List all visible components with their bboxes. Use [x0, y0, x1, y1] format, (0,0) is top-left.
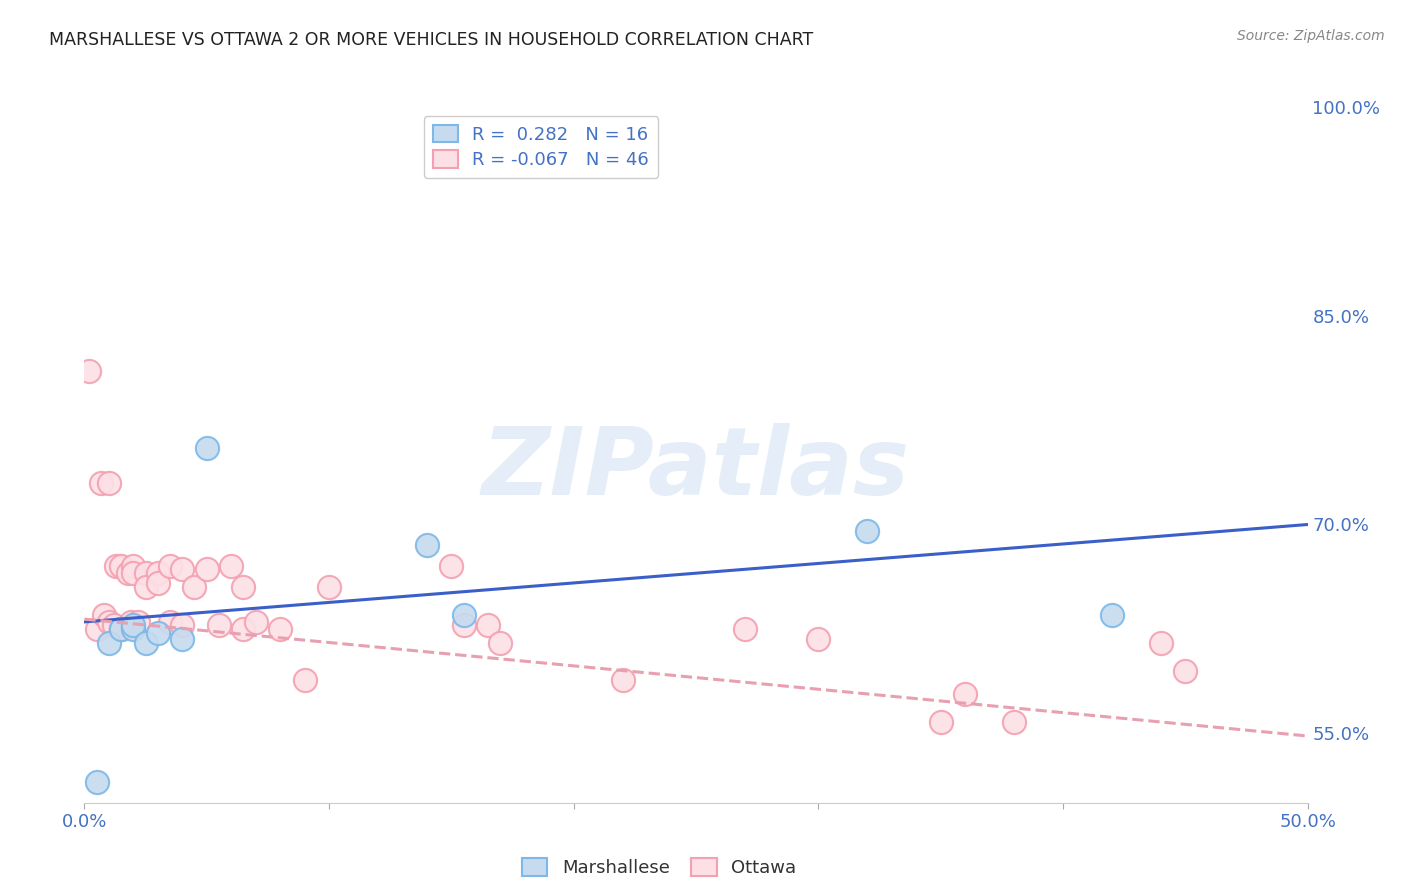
- Point: [122, 559, 145, 574]
- Point: [612, 673, 634, 688]
- Point: [232, 580, 254, 594]
- Point: [90, 475, 112, 490]
- Point: [953, 687, 976, 701]
- Point: [146, 626, 169, 640]
- Point: [1150, 636, 1173, 650]
- Point: [219, 559, 242, 574]
- Point: [245, 615, 267, 629]
- Point: [1174, 664, 1197, 678]
- Point: [135, 580, 157, 594]
- Point: [318, 580, 340, 594]
- Point: [97, 636, 120, 650]
- Point: [159, 615, 181, 629]
- Point: [77, 364, 100, 378]
- Point: [93, 607, 115, 622]
- Point: [97, 615, 120, 629]
- Point: [110, 622, 132, 636]
- Point: [416, 538, 439, 552]
- Point: [146, 576, 169, 591]
- Point: [1101, 607, 1123, 622]
- Point: [110, 622, 132, 636]
- Point: [105, 559, 128, 574]
- Point: [110, 559, 132, 574]
- Point: [146, 566, 169, 581]
- Text: ZIPatlas: ZIPatlas: [482, 423, 910, 515]
- Point: [1002, 715, 1025, 730]
- Point: [453, 617, 475, 632]
- Point: [103, 617, 125, 632]
- Point: [172, 562, 194, 576]
- Point: [489, 636, 512, 650]
- Point: [232, 622, 254, 636]
- Point: [294, 673, 316, 688]
- Point: [208, 617, 231, 632]
- Point: [86, 622, 108, 636]
- Point: [734, 622, 756, 636]
- Point: [117, 566, 139, 581]
- Point: [122, 617, 145, 632]
- Point: [135, 566, 157, 581]
- Point: [110, 622, 132, 636]
- Point: [122, 566, 145, 581]
- Point: [135, 636, 157, 650]
- Point: [453, 607, 475, 622]
- Point: [159, 559, 181, 574]
- Text: MARSHALLESE VS OTTAWA 2 OR MORE VEHICLES IN HOUSEHOLD CORRELATION CHART: MARSHALLESE VS OTTAWA 2 OR MORE VEHICLES…: [49, 31, 814, 49]
- Text: Source: ZipAtlas.com: Source: ZipAtlas.com: [1237, 29, 1385, 43]
- Point: [172, 632, 194, 646]
- Point: [269, 622, 291, 636]
- Point: [120, 615, 142, 629]
- Point: [195, 441, 218, 455]
- Point: [86, 775, 108, 789]
- Point: [122, 622, 145, 636]
- Point: [195, 562, 218, 576]
- Point: [477, 617, 499, 632]
- Point: [97, 475, 120, 490]
- Legend: Marshallese, Ottawa: Marshallese, Ottawa: [515, 851, 804, 884]
- Point: [440, 559, 463, 574]
- Point: [929, 715, 952, 730]
- Point: [183, 580, 205, 594]
- Point: [127, 615, 149, 629]
- Point: [172, 617, 194, 632]
- Point: [807, 632, 830, 646]
- Point: [856, 524, 879, 539]
